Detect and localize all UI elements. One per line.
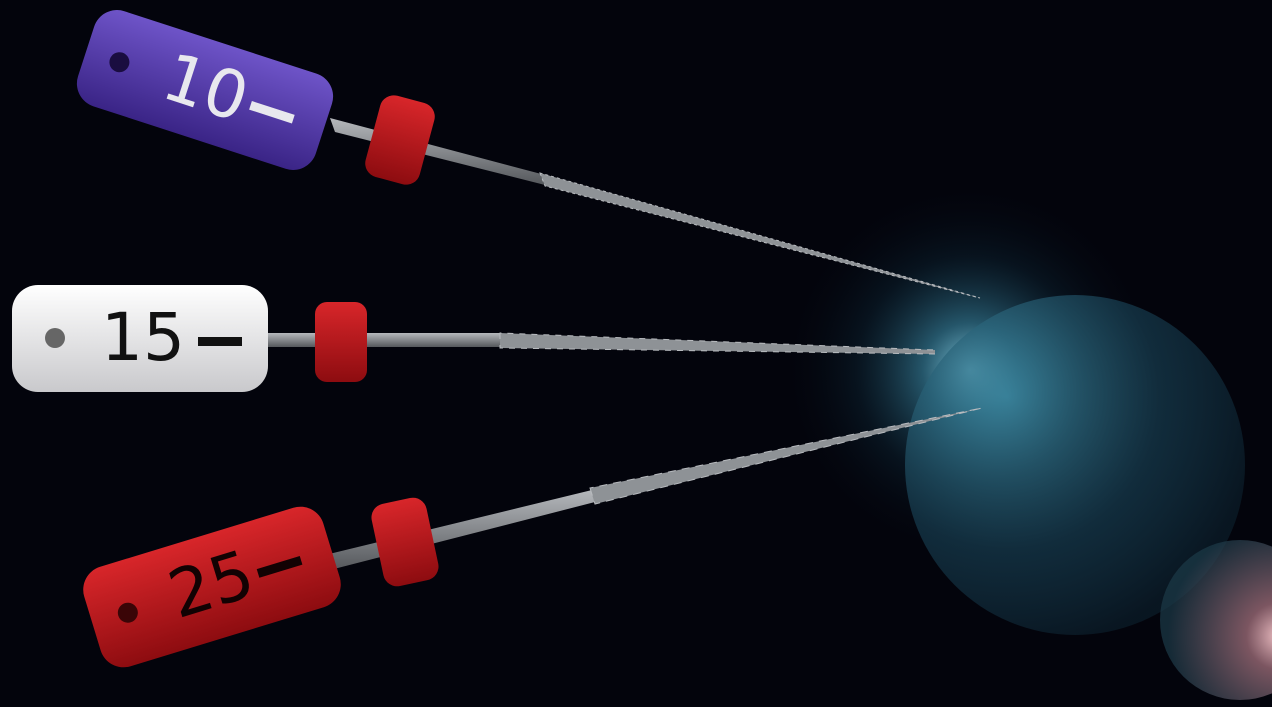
hole: [45, 328, 65, 348]
stopper: [365, 95, 435, 185]
stopper: [315, 302, 367, 382]
flutes: [499, 332, 936, 355]
flutes: [589, 407, 983, 505]
dash: [198, 337, 242, 346]
handle: [83, 506, 341, 668]
handle: [12, 285, 268, 392]
handle: [76, 10, 334, 170]
handle-label: 15: [101, 299, 185, 376]
file-10: 10: [76, 10, 981, 299]
hole: [117, 602, 138, 623]
flutes: [539, 172, 981, 299]
small-sphere: [1160, 540, 1272, 700]
stopper: [371, 497, 439, 587]
file-15: 15: [12, 285, 936, 392]
dash: [249, 101, 295, 124]
file-25: 25: [83, 407, 983, 668]
sphere: [905, 295, 1245, 635]
hole: [109, 52, 130, 73]
dash: [256, 555, 303, 578]
shaft: [262, 333, 502, 347]
